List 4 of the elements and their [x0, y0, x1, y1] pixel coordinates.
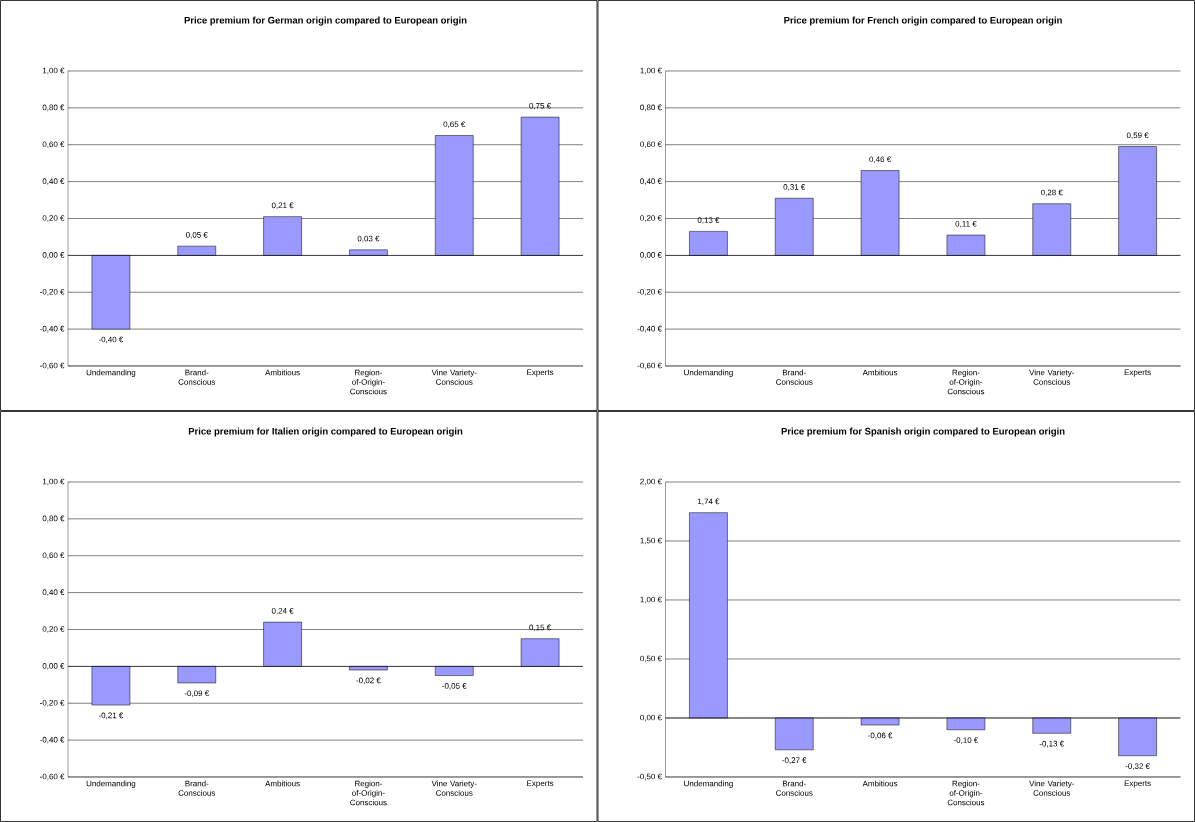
- chart-title: Price premium for Italien origin compared to European origin: [188, 427, 463, 437]
- chart-title: Price premium for Spanish origin compared to European origin: [781, 427, 1065, 437]
- chart-title: Price premium for French origin compared to European origin: [784, 16, 1062, 26]
- chart-title: Price premium for German origin compared to European origin: [184, 16, 467, 26]
